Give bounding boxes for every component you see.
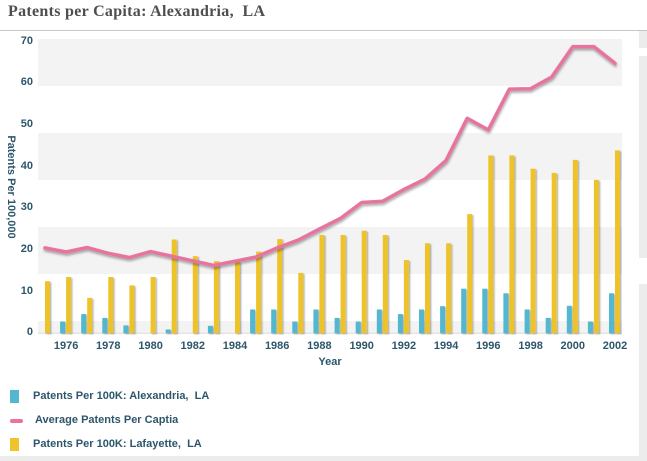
- y-tick-label: 30: [20, 201, 33, 214]
- page-title: Patents per Capita: Alexandria, LA: [8, 3, 266, 20]
- y-axis-title: Patents Per 100,000: [5, 135, 17, 239]
- bar-lafayette-1985: [256, 251, 262, 334]
- legend-label-lafayette: Patents Per 100K: Lafayette, LA: [33, 438, 202, 450]
- bar-alexandria-1976: [60, 321, 66, 334]
- bar-alexandria-1998: [524, 309, 530, 334]
- y-tick-label: 50: [20, 117, 33, 130]
- bar-alexandria-1997: [503, 293, 509, 334]
- alexandria-swatch-icon: [10, 390, 19, 403]
- bar-lafayette-1991: [382, 235, 388, 334]
- bar-alexandria-1978: [102, 317, 108, 334]
- legend-label-average: Average Patents Per Captia: [35, 414, 179, 426]
- y-tick-label: 70: [20, 34, 33, 47]
- legend-item-alexandria: Patents Per 100K: Alexandria, LA: [10, 386, 410, 410]
- bar-alexandria-1988: [313, 309, 319, 334]
- bar-lafayette-1979: [129, 285, 135, 334]
- bar-lafayette-2000: [572, 159, 578, 334]
- bar-alexandria-1994: [440, 306, 446, 334]
- bar-alexandria-1986: [271, 309, 277, 334]
- bar-lafayette-1987: [298, 272, 304, 334]
- lafayette-swatch-icon: [10, 438, 19, 451]
- bar-alexandria-1995: [461, 288, 467, 334]
- background-band: [38, 133, 622, 180]
- background-band: [38, 227, 622, 274]
- bar-alexandria-1977: [81, 314, 87, 334]
- y-tick-label: 60: [20, 76, 33, 89]
- y-tick-label: 0: [26, 326, 33, 339]
- bar-alexandria-1983: [207, 325, 213, 334]
- bar-lafayette-1993: [425, 243, 430, 334]
- background-band: [38, 321, 622, 334]
- bar-lafayette-1975: [45, 281, 50, 334]
- x-tick-label: 1992: [391, 340, 417, 352]
- legend: Patents Per 100K: Alexandria, LA Average…: [10, 386, 410, 458]
- x-tick-label: 1990: [349, 340, 374, 352]
- bar-alexandria-1999: [545, 317, 551, 334]
- right-panel-edge: [639, 31, 647, 456]
- bar-lafayette-1989: [340, 235, 346, 334]
- bar-lafayette-1977: [87, 297, 93, 334]
- header-divider: [0, 30, 647, 31]
- bar-lafayette-1992: [403, 260, 409, 334]
- bar-alexandria-1987: [292, 321, 298, 334]
- bar-lafayette-2001: [593, 179, 599, 334]
- bar-alexandria-1981: [165, 329, 171, 334]
- bar-alexandria-1990: [355, 321, 361, 334]
- y-tick-label: 40: [20, 159, 33, 172]
- bar-lafayette-1983: [213, 261, 219, 334]
- bar-lafayette-1994: [446, 243, 452, 334]
- y-tick-label: 10: [20, 284, 33, 297]
- average-line: [43, 44, 617, 268]
- bar-alexandria-1985: [250, 309, 256, 334]
- x-tick-label: 1982: [180, 340, 206, 352]
- x-tick-label: 1976: [53, 340, 79, 352]
- bar-alexandria-1979: [123, 325, 129, 334]
- bar-lafayette-1982: [192, 256, 198, 334]
- x-tick-label: 1984: [222, 340, 248, 352]
- bar-lafayette-1998: [530, 168, 536, 334]
- average-line-swatch-icon: [10, 419, 23, 423]
- bar-alexandria-2000: [566, 305, 572, 334]
- x-tick-label: 1994: [433, 340, 459, 352]
- bar-alexandria-1991: [376, 309, 382, 334]
- bar-lafayette-1990: [361, 230, 367, 334]
- bar-lafayette-1996: [488, 155, 494, 334]
- bar-lafayette-1997: [509, 155, 515, 334]
- bar-lafayette-1995: [467, 214, 473, 334]
- x-tick-label: 1978: [96, 340, 121, 352]
- bar-alexandria-2002: [609, 293, 614, 334]
- bar-alexandria-1992: [397, 314, 403, 334]
- bar-lafayette-1986: [277, 239, 283, 334]
- x-axis-title: Year: [318, 356, 342, 368]
- bar-lafayette-1999: [551, 172, 557, 334]
- x-tick-label: 1996: [476, 340, 501, 352]
- legend-item-average: Average Patents Per Captia: [10, 410, 410, 434]
- background-band: [38, 39, 622, 86]
- bar-lafayette-2002: [615, 150, 620, 334]
- bar-alexandria-1989: [334, 317, 340, 334]
- bar-alexandria-1993: [419, 309, 424, 334]
- plot-area: [38, 39, 622, 334]
- bottom-page-edge: [0, 456, 647, 461]
- x-tick-label: 1986: [264, 340, 290, 352]
- bar-lafayette-1978: [108, 277, 114, 334]
- x-tick-label: 2002: [602, 340, 628, 352]
- bar-lafayette-1988: [319, 235, 325, 334]
- x-tick-label: 1980: [138, 340, 163, 352]
- x-tick-label: 1988: [307, 340, 332, 352]
- y-tick-label: 20: [20, 243, 33, 255]
- bar-lafayette-1981: [171, 239, 177, 334]
- x-tick-label: 1998: [518, 340, 543, 352]
- bar-alexandria-1996: [482, 288, 488, 334]
- bar-alexandria-2001: [587, 321, 593, 334]
- bar-lafayette-1984: [235, 262, 240, 334]
- bar-lafayette-1976: [66, 277, 72, 334]
- bar-lafayette-1980: [150, 277, 156, 334]
- legend-label-alexandria: Patents Per 100K: Alexandria, LA: [33, 390, 210, 402]
- x-tick-label: 2000: [560, 340, 586, 352]
- legend-item-lafayette: Patents Per 100K: Lafayette, LA: [10, 434, 410, 458]
